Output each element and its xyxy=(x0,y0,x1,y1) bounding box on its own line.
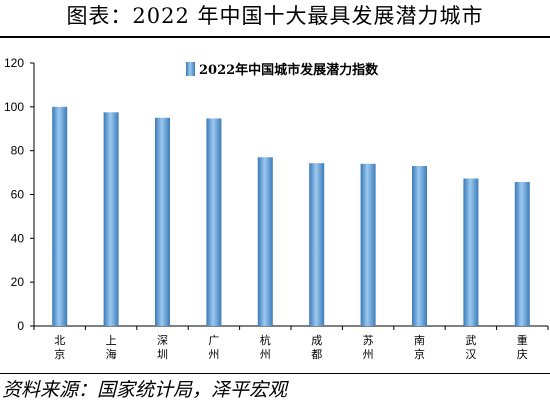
x-tick-label: 广州 xyxy=(208,334,219,361)
x-tick-label: 北京 xyxy=(54,334,65,361)
footer-divider xyxy=(0,373,550,374)
bar xyxy=(257,157,273,326)
x-axis: 北京 上海 深圳 广州 杭州 成都 苏州 南京 武汉 重庆 xyxy=(33,325,549,361)
y-tick-label: 20 xyxy=(11,275,25,289)
x-tick-label: 成都 xyxy=(311,334,322,361)
y-axis: 0 20 40 60 80 100 120 xyxy=(4,56,35,333)
bar xyxy=(412,166,427,326)
y-tick-label: 80 xyxy=(11,144,25,158)
x-tick-label: 上海 xyxy=(106,334,117,361)
chart-legend: 2022年中国城市发展潜力指数 xyxy=(186,62,379,78)
bar xyxy=(463,178,479,326)
y-tick-label: 60 xyxy=(11,188,25,202)
bar xyxy=(52,106,68,326)
bar-series xyxy=(52,106,530,327)
x-tick-label: 重庆 xyxy=(517,333,528,361)
page-title: 图表：2022 年中国十大最具发展潜力城市 xyxy=(66,4,484,28)
source-note: 资料来源：国家统计局，泽平宏观 xyxy=(2,379,288,401)
y-tick-label: 0 xyxy=(17,319,24,333)
x-tick-label: 苏州 xyxy=(363,334,374,361)
legend-swatch xyxy=(186,62,195,76)
bar xyxy=(309,163,325,326)
y-tick-label: 120 xyxy=(4,56,24,70)
bar xyxy=(514,182,530,326)
bar xyxy=(360,163,376,326)
bar xyxy=(206,118,222,327)
y-tick-label: 100 xyxy=(4,100,24,114)
bar xyxy=(103,112,119,326)
x-tick-label: 武汉 xyxy=(465,334,476,361)
y-tick-label: 40 xyxy=(11,231,25,245)
bar-chart: 0 20 40 60 80 100 120 北京 上海 深圳 广州 杭州 成都 苏州 南京 武汉 重庆 202… xyxy=(4,56,549,361)
title-divider xyxy=(0,36,550,38)
x-tick-label: 杭州 xyxy=(260,333,271,361)
x-tick-label: 深圳 xyxy=(157,334,168,361)
x-tick-label: 南京 xyxy=(414,334,425,361)
bar xyxy=(155,117,170,327)
legend-label: 2022年中国城市发展潜力指数 xyxy=(199,62,379,78)
